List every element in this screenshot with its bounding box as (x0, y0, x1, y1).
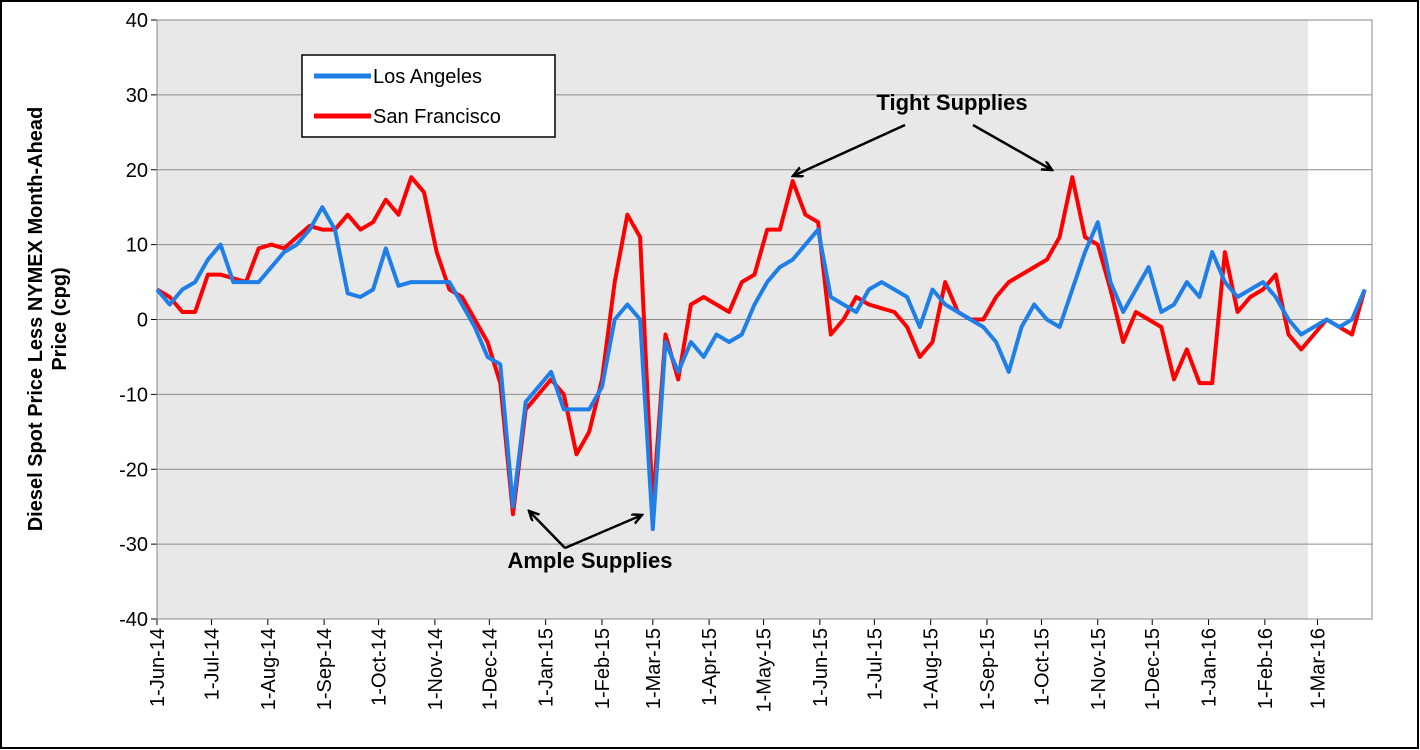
y-tick-label: 40 (126, 10, 148, 32)
y-tick-label: 20 (126, 160, 148, 182)
x-tick-label: 1-Feb-16 (1255, 628, 1277, 709)
x-tick-label: 1-Mar-16 (1308, 628, 1330, 709)
arrow (529, 511, 566, 549)
x-tick-label: 1-Jul-15 (864, 628, 886, 700)
x-tick-label: 1-Jan-15 (536, 628, 558, 707)
x-tick-label: 1-Oct-14 (369, 628, 391, 706)
y-tick-label: -20 (119, 459, 148, 481)
plot-area (156, 19, 1373, 620)
lines (155, 175, 1367, 532)
series-line (155, 205, 1367, 532)
x-tick-label: 1-Mar-15 (643, 628, 665, 709)
x-tick-label: 1-Aug-14 (258, 628, 280, 710)
x-tick-label: 1-Feb-15 (592, 628, 614, 709)
x-tick-label: 1-May-15 (754, 628, 776, 712)
y-tick-label: 10 (126, 235, 148, 257)
x-tick-label: 1-Oct-15 (1031, 628, 1053, 706)
series-line (155, 175, 1367, 517)
x-tick-label: 1-Aug-15 (921, 628, 943, 710)
x-tick-label: 1-Nov-14 (425, 628, 447, 710)
x-tick-label: 1-Dec-14 (479, 628, 501, 710)
x-tick-label: 1-Sep-14 (314, 628, 336, 710)
y-tick-label: -30 (119, 534, 148, 556)
arrow (972, 123, 1052, 170)
y-tick-label: 30 (126, 85, 148, 107)
annotation: Tight Supplies (876, 90, 1027, 115)
legend: Los Angeles San Francisco (301, 54, 556, 138)
x-tick-label: 1-Apr-15 (699, 628, 721, 706)
x-tick-label: 1-Jun-15 (810, 628, 832, 707)
x-tick-label: 1-Jun-14 (147, 628, 169, 707)
arrow (564, 515, 642, 550)
y-tick-label: -40 (119, 609, 148, 631)
x-tick-label: 1-Jul-14 (201, 628, 223, 700)
x-tick-label: 1-Nov-15 (1088, 628, 1110, 710)
annotations: Tight Supplies Ample Supplies (507, 90, 1052, 573)
legend-label: San Francisco (373, 106, 501, 128)
y-axis-title: Diesel Spot Price Less NYMEX Month-Ahead… (25, 107, 71, 532)
legend-box (301, 54, 556, 138)
legend-label: Los Angeles (373, 66, 482, 88)
y-axis-title-line: Diesel Spot Price Less NYMEX Month-Ahead (25, 107, 47, 532)
x-tick-label: 1-Jan-16 (1199, 628, 1221, 707)
annotation: Ample Supplies (507, 548, 672, 573)
y-tick-label: -10 (119, 384, 148, 406)
y-axis-title-line: Price (cpg) (49, 267, 71, 370)
x-tick-label: 1-Dec-15 (1142, 628, 1164, 710)
y-tick-label: 0 (137, 310, 148, 332)
x-tick-label: 1-Sep-15 (977, 628, 999, 710)
arrow (793, 123, 906, 176)
